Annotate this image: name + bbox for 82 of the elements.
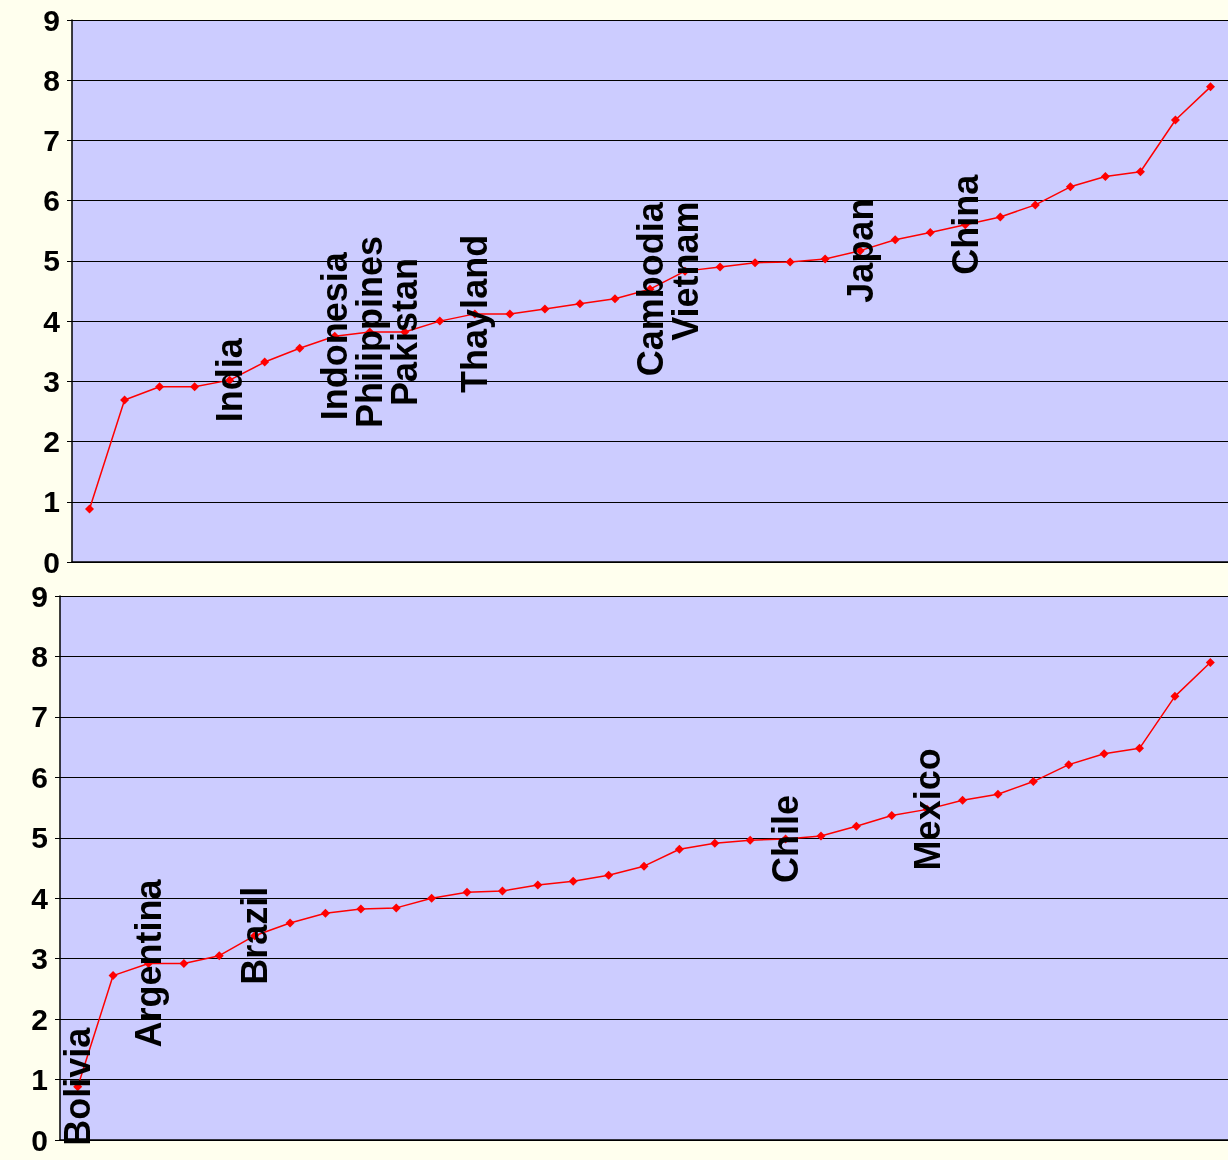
y-tick-label: 9 <box>31 579 48 613</box>
y-tick-label: 8 <box>31 639 48 673</box>
point <box>190 382 200 392</box>
point <box>427 893 437 903</box>
point <box>497 886 507 896</box>
point <box>260 357 270 367</box>
point <box>887 810 897 820</box>
point <box>435 316 445 326</box>
data-label: Japan <box>839 198 881 303</box>
y-tick-label: 5 <box>43 244 60 278</box>
y-tick-label: 3 <box>43 364 60 398</box>
y-tick-label: 6 <box>31 760 48 794</box>
point <box>816 831 826 841</box>
point <box>505 309 515 319</box>
point <box>674 844 684 854</box>
point <box>108 971 118 981</box>
data-label: Argentina <box>127 878 169 1048</box>
point <box>295 343 305 353</box>
y-tick-label: 1 <box>43 485 60 519</box>
point <box>820 254 830 264</box>
point <box>890 235 900 245</box>
point <box>214 951 224 961</box>
point <box>710 838 720 848</box>
point <box>1135 743 1145 753</box>
y-tick-label: 2 <box>31 1002 48 1036</box>
point <box>750 258 760 268</box>
point <box>1065 182 1075 192</box>
data-label: Brazil <box>234 886 276 985</box>
point <box>1100 172 1110 182</box>
y-tick-label: 5 <box>31 821 48 855</box>
point <box>715 262 725 272</box>
y-tick-label: 1 <box>31 1063 48 1097</box>
point <box>925 228 935 238</box>
point <box>1028 777 1038 787</box>
point <box>85 504 95 514</box>
data-label: Chile <box>765 794 807 883</box>
y-tick-label: 4 <box>31 881 49 915</box>
point <box>568 876 578 886</box>
point <box>958 795 968 805</box>
point <box>1135 167 1145 177</box>
point <box>851 821 861 831</box>
point <box>610 294 620 304</box>
point <box>1030 200 1040 210</box>
point <box>1170 115 1180 125</box>
point <box>785 257 795 267</box>
point <box>995 212 1005 222</box>
point <box>993 789 1003 799</box>
data-label: Indonesia <box>314 251 356 421</box>
y-tick-label: 7 <box>43 123 60 157</box>
point <box>533 880 543 890</box>
y-tick-label: 0 <box>31 1123 48 1157</box>
point <box>179 959 189 968</box>
point <box>391 903 401 913</box>
point <box>1205 82 1215 92</box>
point <box>462 887 472 897</box>
point <box>155 382 165 392</box>
point <box>540 304 550 314</box>
point <box>285 918 295 928</box>
point <box>604 870 614 880</box>
point <box>1205 657 1215 667</box>
point <box>320 908 330 918</box>
y-tick-label: 6 <box>43 184 60 218</box>
y-tick-label: 7 <box>31 700 48 734</box>
data-label: China <box>944 173 986 275</box>
y-tick-label: 9 <box>43 3 60 37</box>
point <box>745 835 755 845</box>
data-label: India <box>209 337 251 423</box>
y-tick-label: 4 <box>43 304 61 338</box>
point <box>356 904 366 914</box>
point <box>120 395 130 405</box>
y-tick-label: 8 <box>43 63 60 97</box>
point <box>1099 749 1109 759</box>
data-label: Mexico <box>906 748 948 871</box>
y-tick-label: 0 <box>43 545 60 579</box>
y-tick-label: 3 <box>31 942 48 976</box>
data-label: Bolivia <box>57 1026 99 1146</box>
point <box>1170 691 1180 701</box>
point <box>639 861 649 871</box>
point <box>1064 760 1074 770</box>
y-tick-label: 2 <box>43 425 60 459</box>
point <box>575 299 585 309</box>
data-label: Thayland <box>454 234 496 393</box>
